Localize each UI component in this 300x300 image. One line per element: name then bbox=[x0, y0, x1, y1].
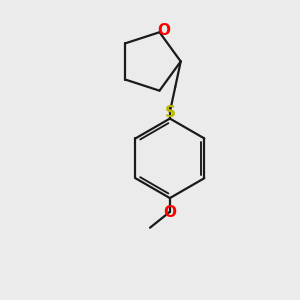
Text: S: S bbox=[164, 104, 175, 119]
Text: O: O bbox=[164, 205, 176, 220]
Text: O: O bbox=[158, 23, 171, 38]
